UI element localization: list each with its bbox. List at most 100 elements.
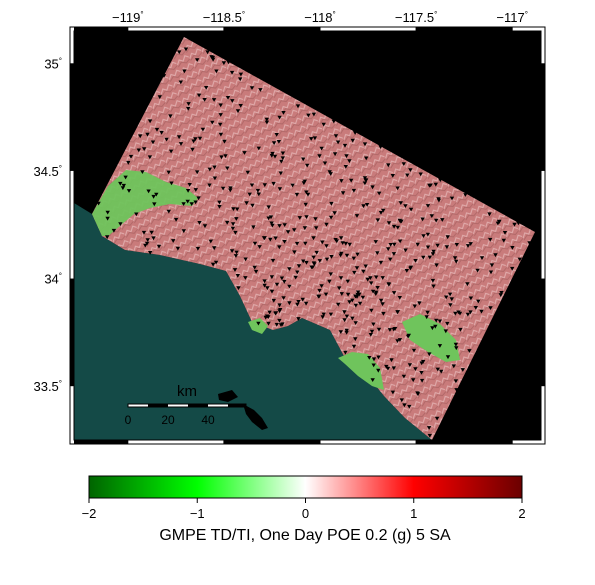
station-marker [270,258,276,263]
station-marker [454,243,459,247]
station-marker [407,404,412,409]
station-marker [376,368,381,373]
station-marker [305,163,310,168]
station-marker [430,252,436,257]
station-marker [397,296,402,300]
negative-zone-east [402,314,460,362]
station-marker [418,172,423,177]
station-marker [368,276,373,280]
scale-bar-label-20: 20 [161,413,175,427]
station-marker [440,218,445,222]
station-marker [234,217,239,221]
station-marker [350,316,355,321]
station-marker [242,151,247,155]
station-marker [140,170,145,174]
station-marker [473,306,478,310]
station-marker [230,99,235,103]
station-marker [236,286,241,291]
station-marker [355,252,360,257]
station-marker [210,57,216,62]
station-marker [350,138,355,143]
station-marker [121,183,126,188]
station-marker [420,217,425,222]
station-marker [251,225,256,230]
station-marker [282,279,287,284]
station-marker [429,214,434,218]
station-marker [208,239,213,244]
station-marker [149,230,154,235]
station-marker [435,243,440,248]
station-marker [340,191,346,196]
station-marker [213,260,219,265]
station-marker [391,366,396,371]
station-marker [309,137,314,141]
station-marker [303,202,308,207]
station-marker [271,181,276,186]
station-marker [479,309,484,314]
station-marker [434,218,439,223]
station-marker [197,221,202,225]
station-marker [118,181,123,186]
station-marker [128,154,134,159]
station-marker [361,204,366,209]
station-marker [425,204,431,208]
station-marker [232,268,238,272]
station-marker [445,355,451,360]
station-marker [243,276,248,280]
latitude-label: 35° [44,56,62,71]
station-marker [339,292,344,296]
station-marker [252,265,257,270]
station-marker [280,151,286,156]
station-marker [317,154,322,159]
station-marker [328,312,334,317]
station-marker [430,278,436,283]
longitude-label: −118.5° [203,10,245,25]
station-marker [304,215,309,219]
station-marker [320,240,325,245]
station-marker [375,286,380,290]
station-marker [415,242,420,247]
station-marker [336,302,341,307]
station-marker [352,270,357,275]
station-marker [412,304,417,309]
station-marker [452,256,458,261]
latitude-label: 34° [44,272,62,287]
station-marker [134,212,139,217]
station-marker [220,186,226,191]
station-marker [272,154,278,159]
station-marker [438,178,443,182]
station-marker [339,179,344,183]
station-marker [368,333,373,337]
station-marker [296,317,301,321]
station-marker [376,355,381,360]
station-marker [395,186,400,191]
station-marker [219,155,224,160]
station-marker [281,296,286,300]
station-marker [460,368,465,372]
station-marker [277,224,282,228]
station-marker [353,294,358,299]
station-marker [488,237,493,242]
station-marker [512,222,517,227]
station-marker [360,295,366,300]
station-marker [321,312,326,317]
station-marker [493,253,498,258]
station-marker [278,171,283,176]
longitude-label: −119° [112,10,144,25]
station-marker [386,221,392,225]
station-marker [105,210,110,215]
station-marker [397,239,403,244]
station-marker [277,309,282,314]
station-marker [378,145,383,149]
station-marker [233,230,238,235]
station-marker [268,215,274,220]
station-marker [159,130,164,135]
station-marker [381,311,386,316]
station-marker [342,310,347,315]
station-marker [256,321,261,326]
map-frame [69,26,546,445]
station-marker [178,142,184,146]
station-marker [293,275,298,280]
station-marker [295,270,300,275]
